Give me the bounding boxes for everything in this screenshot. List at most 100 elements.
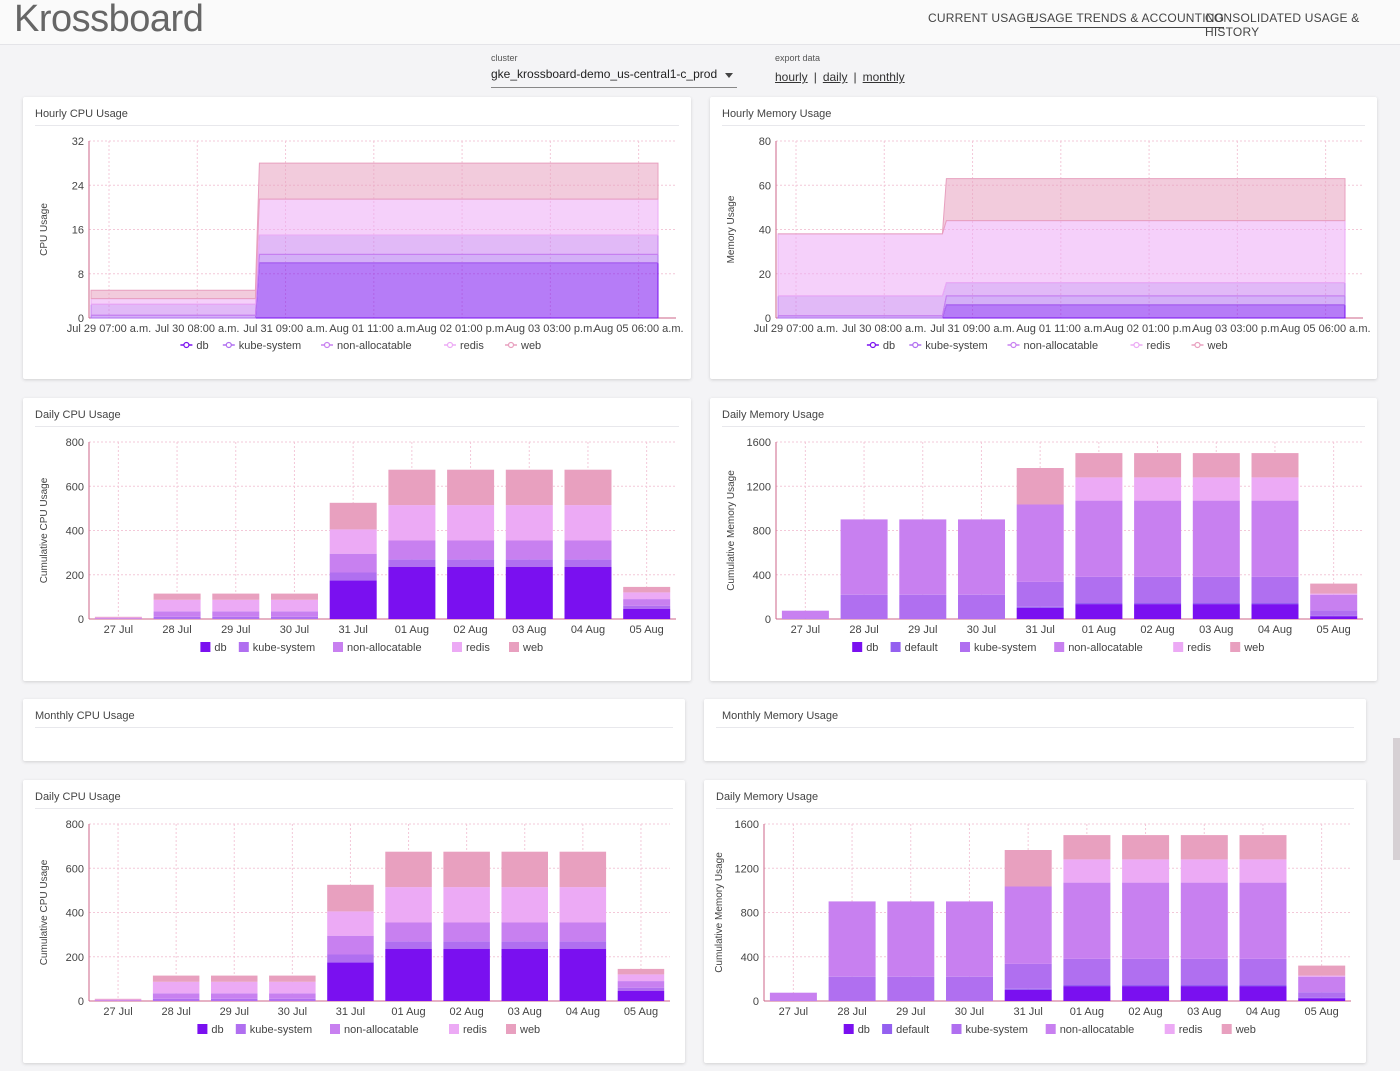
- x-tick-label: Aug 01 11:00 a.m.: [1016, 323, 1105, 335]
- legend-swatch-non-allocatable: [333, 642, 343, 652]
- bar-kube-system: [828, 976, 876, 1001]
- bar-non-allocatable: [1134, 500, 1182, 577]
- card-title: Daily CPU Usage: [35, 791, 121, 803]
- y-tick-label: 200: [66, 952, 84, 964]
- bar-redis: [617, 974, 665, 981]
- bar-kube-system: [840, 594, 888, 619]
- y-tick-label: 400: [66, 526, 84, 538]
- bar-kube-system: [623, 605, 671, 609]
- bar-kube-system: [1122, 959, 1170, 985]
- legend-label: web: [1207, 340, 1228, 352]
- y-tick-label: 200: [66, 570, 84, 582]
- bar-redis: [94, 617, 142, 619]
- legend-label: kube-system: [253, 642, 315, 654]
- x-tick-label: Aug 03 03:00 p.m.: [505, 323, 595, 335]
- bar-redis: [1063, 859, 1111, 883]
- legend-label: kube-system: [925, 340, 987, 352]
- legend-swatch-db: [200, 642, 211, 652]
- bar-redis: [1239, 859, 1287, 883]
- bar-redis: [1075, 477, 1123, 501]
- nav-usage-trends[interactable]: USAGE TRENDS & ACCOUNTING: [1030, 11, 1225, 28]
- x-tick-label: 03 Aug: [1199, 624, 1233, 636]
- card-daily-cpu-2: Daily CPU Usage 0 200 400 600 800 Cumulative …: [23, 780, 685, 1063]
- x-tick-label: Jul 31 09:00 a.m.: [930, 323, 1014, 335]
- legend-marker-kube-system: [912, 341, 919, 349]
- app-logo[interactable]: Krossboard: [14, 0, 204, 40]
- x-tick-label: Aug 03 03:00 p.m.: [1192, 323, 1282, 335]
- divider: [722, 125, 1365, 126]
- bar-db: [385, 949, 432, 1001]
- area-series-web: [90, 162, 659, 300]
- y-tick-label: 0: [753, 996, 759, 1008]
- nav-consolidated-usage[interactable]: CONSOLIDATED USAGE & HISTORY: [1205, 11, 1360, 39]
- x-tick-label: 31 Jul: [1025, 624, 1054, 636]
- bar-kube-system: [1251, 577, 1299, 603]
- nav-current-usage[interactable]: CURRENT USAGE: [928, 11, 1035, 25]
- bar-redis: [1298, 975, 1346, 977]
- bar-kube-system: [1063, 959, 1111, 985]
- x-tick-label: 01 Aug: [1070, 1006, 1104, 1018]
- card-title: Daily Memory Usage: [722, 409, 825, 421]
- bar-default: [1239, 985, 1287, 987]
- bar-web: [94, 998, 142, 1000]
- legend-marker-non-allocatable: [1010, 341, 1017, 349]
- bar-web: [1122, 835, 1170, 860]
- legend-swatch-default: [882, 1024, 893, 1034]
- bar-redis: [1192, 477, 1240, 501]
- bar-db: [564, 567, 612, 619]
- y-tick-label: 1200: [735, 863, 759, 875]
- card-daily-memory-2: Daily Memory Usage 0 400 800 1200 1600 Cumula…: [704, 780, 1366, 1063]
- bar-kube-system: [958, 594, 1005, 619]
- legend-swatch-default: [890, 642, 901, 652]
- bar-db: [1192, 604, 1240, 619]
- legend-marker-non-allocatable: [323, 341, 331, 349]
- y-tick-label: 8: [78, 269, 84, 281]
- legend-label: kube-system: [250, 1024, 312, 1036]
- daily-memory-chart: 0 400 800 1200 1600 Cumulative Memory Usage 27…: [726, 437, 1363, 654]
- y-tick-label: 600: [66, 863, 84, 875]
- bar-kube-system: [385, 941, 432, 949]
- x-tick-label: 27 Jul: [791, 624, 820, 636]
- export-daily-link[interactable]: daily: [822, 70, 848, 84]
- bar-web: [94, 616, 142, 618]
- x-tick-label: Jul 31 09:00 a.m.: [243, 323, 327, 335]
- x-tick-label: 05 Aug: [624, 1006, 658, 1018]
- scrollbar-thumb[interactable]: [1393, 738, 1400, 860]
- legend-marker-redis: [1133, 341, 1140, 349]
- legend-label: db: [211, 1024, 223, 1036]
- bar-redis: [443, 887, 490, 923]
- legend-label: non-allocatable: [344, 1024, 419, 1036]
- bar-redis: [329, 529, 377, 554]
- bar-kube-system: [1016, 581, 1064, 607]
- legend-label: redis: [1187, 642, 1211, 654]
- bar-non-allocatable: [559, 922, 607, 942]
- card-title: Monthly CPU Usage: [35, 710, 135, 722]
- bar-default: [1004, 988, 1052, 990]
- bar-web: [505, 469, 553, 506]
- cluster-select[interactable]: gke_krossboard-demo_us-central1-c_prod: [491, 67, 737, 88]
- bar-non-allocatable: [447, 540, 495, 560]
- x-tick-label: 03 Aug: [512, 624, 546, 636]
- bar-kube-system: [1134, 577, 1182, 603]
- bar-db: [329, 580, 377, 619]
- bar-web: [1180, 835, 1228, 860]
- bar-non-allocatable: [443, 922, 490, 942]
- export-monthly-link[interactable]: monthly: [862, 70, 905, 84]
- x-tick-label: 30 Jul: [967, 624, 996, 636]
- bar-non-allocatable: [271, 611, 318, 617]
- legend-label: web: [522, 642, 543, 654]
- card-title: Daily CPU Usage: [35, 409, 121, 421]
- bar-non-allocatable: [617, 981, 665, 988]
- bar-kube-system: [212, 616, 260, 619]
- bar-non-allocatable: [153, 611, 201, 617]
- bar-kube-system: [329, 572, 377, 581]
- bar-redis: [505, 505, 553, 541]
- bar-db: [1016, 607, 1064, 619]
- export-hourly-link[interactable]: hourly: [775, 70, 808, 84]
- bar-db: [559, 949, 607, 1001]
- bar-db: [1063, 986, 1111, 1001]
- bar-non-allocatable: [152, 993, 200, 999]
- hourly-cpu-chart: 0 8 16 24 32 CPU Usage Jul 29 07:00 a.m. Jul 30…: [39, 136, 684, 352]
- bar-non-allocatable: [327, 935, 374, 955]
- legend-label: non-allocatable: [1068, 642, 1143, 654]
